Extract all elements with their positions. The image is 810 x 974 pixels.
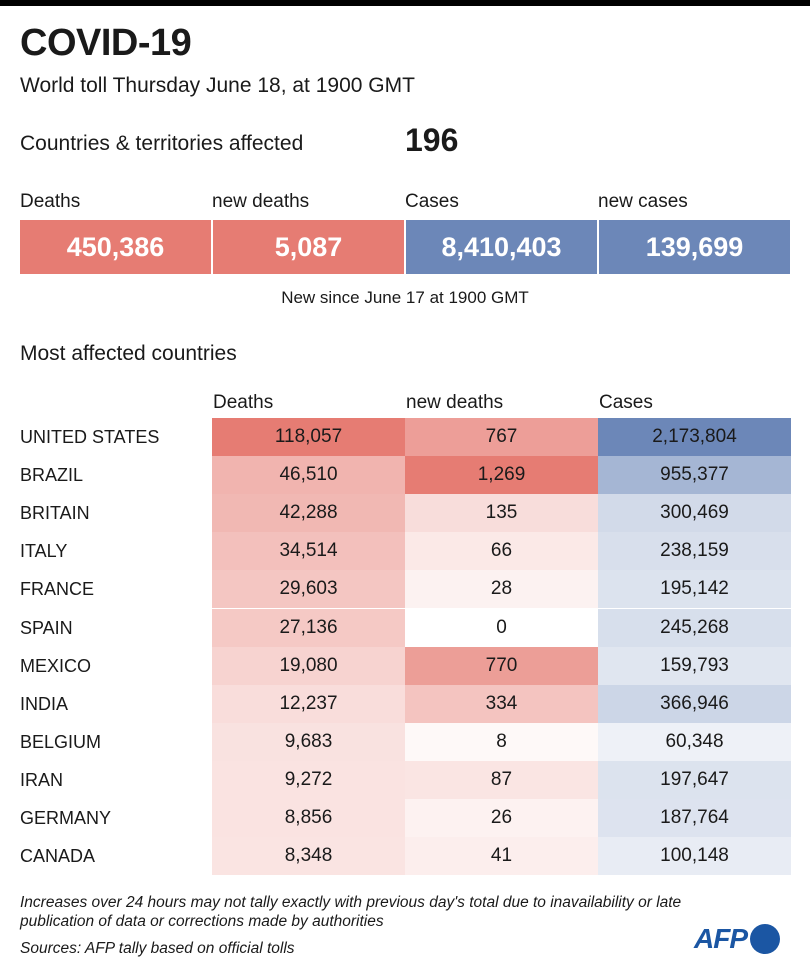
cell-cases: 159,793 — [598, 646, 791, 685]
cell-deaths: 9,683 — [212, 722, 405, 761]
country-name: FRANCE — [20, 579, 95, 600]
logo-circle-icon — [750, 924, 780, 954]
cell-new-deaths: 41 — [405, 837, 598, 876]
cell-cases: 238,159 — [598, 532, 791, 571]
table-row: GERMANY 8,856 26 187,764 — [0, 799, 810, 837]
cell-deaths: 118,057 — [212, 418, 405, 456]
table-row: ITALY 34,514 66 238,159 — [0, 532, 810, 571]
cell-new-deaths: 770 — [405, 646, 598, 685]
table-row: UNITED STATES 118,057 767 2,173,804 — [0, 418, 810, 456]
cell-deaths: 9,272 — [212, 760, 405, 799]
cell-cases: 366,946 — [598, 684, 791, 723]
country-name: CANADA — [20, 846, 96, 867]
stat-new-deaths: 5,087 — [213, 220, 404, 274]
countries-label: Countries & territories affected — [20, 132, 304, 155]
cell-new-deaths: 0 — [405, 608, 598, 647]
cell-deaths: 8,856 — [212, 799, 405, 837]
cell-deaths: 29,603 — [212, 570, 405, 609]
cell-new-deaths: 1,269 — [405, 456, 598, 495]
cell-cases: 60,348 — [598, 722, 791, 761]
table-row: MEXICO 19,080 770 159,793 — [0, 646, 810, 685]
cell-new-deaths: 135 — [405, 494, 598, 533]
section-title: Most affected countries — [20, 342, 237, 365]
country-name: MEXICO — [20, 655, 92, 676]
table-row: INDIA 12,237 334 366,946 — [0, 684, 810, 723]
cell-new-deaths: 66 — [405, 532, 598, 571]
cell-cases: 195,142 — [598, 570, 791, 609]
cell-cases: 245,268 — [598, 608, 791, 647]
subtitle: World toll Thursday June 18, at 1900 GMT — [20, 74, 415, 97]
table-row: BRITAIN 42,288 135 300,469 — [0, 494, 810, 533]
countries-value: 196 — [405, 122, 459, 158]
cell-new-deaths: 767 — [405, 418, 598, 456]
column-header-cases: Cases — [599, 392, 653, 413]
top-bar — [0, 0, 810, 6]
table-row: BELGIUM 9,683 8 60,348 — [0, 722, 810, 761]
cell-cases: 955,377 — [598, 456, 791, 495]
stat-label-new-deaths: new deaths — [212, 191, 310, 212]
cell-new-deaths: 26 — [405, 799, 598, 837]
country-name: INDIA — [20, 693, 69, 714]
cell-new-deaths: 28 — [405, 570, 598, 609]
table-row: FRANCE 29,603 28 195,142 — [0, 570, 810, 609]
country-name: BRITAIN — [20, 503, 90, 524]
stat-new-cases: 139,699 — [599, 220, 790, 274]
table-row: SPAIN 27,136 0 245,268 — [0, 608, 810, 647]
cell-new-deaths: 334 — [405, 684, 598, 723]
cell-deaths: 19,080 — [212, 646, 405, 685]
table-row: BRAZIL 46,510 1,269 955,377 — [0, 456, 810, 495]
table-row: CANADA 8,348 41 100,148 — [0, 837, 810, 876]
country-name: UNITED STATES — [20, 427, 160, 447]
footnote: Increases over 24 hours may not tally ex… — [20, 894, 682, 930]
country-name: GERMANY — [20, 808, 112, 828]
cell-deaths: 12,237 — [212, 684, 405, 723]
country-name: IRAN — [20, 769, 64, 790]
since-note: New since June 17 at 1900 GMT — [281, 288, 529, 307]
sources: Sources: AFP tally based on official tol… — [20, 940, 295, 957]
cell-cases: 2,173,804 — [598, 418, 791, 456]
cell-cases: 187,764 — [598, 799, 791, 837]
cell-deaths: 8,348 — [212, 837, 405, 876]
country-name: BRAZIL — [20, 465, 84, 486]
cell-new-deaths: 87 — [405, 760, 598, 799]
stat-label-deaths: Deaths — [20, 191, 81, 212]
cell-deaths: 34,514 — [212, 532, 405, 571]
cell-cases: 100,148 — [598, 837, 791, 876]
stat-label-cases: Cases — [405, 191, 459, 212]
cell-deaths: 46,510 — [212, 456, 405, 495]
cell-deaths: 27,136 — [212, 608, 405, 647]
stat-label-new-cases: new cases — [598, 191, 688, 212]
cell-deaths: 42,288 — [212, 494, 405, 533]
country-name: SPAIN — [20, 617, 73, 638]
column-header-new-deaths: new deaths — [406, 392, 504, 413]
stat-cases: 8,410,403 — [406, 220, 597, 274]
afp-logo: AFP — [694, 923, 780, 955]
cell-new-deaths: 8 — [405, 722, 598, 761]
column-header-deaths: Deaths — [213, 392, 274, 413]
cell-cases: 300,469 — [598, 494, 791, 533]
country-name: ITALY — [20, 541, 68, 562]
country-name: BELGIUM — [20, 731, 102, 752]
stat-deaths: 450,386 — [20, 220, 211, 274]
cell-cases: 197,647 — [598, 760, 791, 799]
page-title: COVID-19 — [20, 22, 192, 64]
table-row: IRAN 9,272 87 197,647 — [0, 760, 810, 799]
